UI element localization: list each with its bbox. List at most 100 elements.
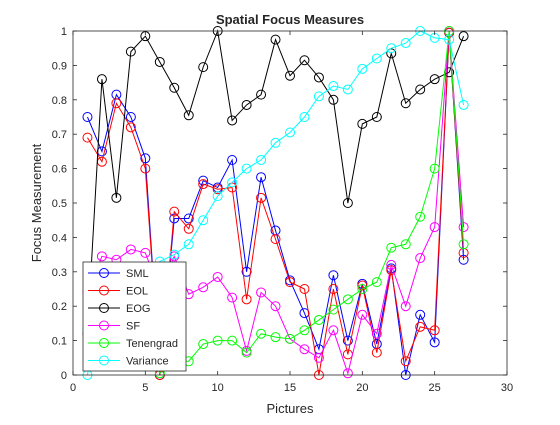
x-tick-label: 10 bbox=[212, 382, 224, 394]
legend-item-tenengrad: Tenengrad bbox=[88, 338, 178, 350]
data-point-variance bbox=[212, 191, 223, 202]
data-point-tenengrad bbox=[198, 339, 209, 350]
data-point-eol bbox=[285, 277, 295, 288]
data-point-eog bbox=[285, 70, 295, 81]
data-point-eog bbox=[183, 110, 194, 121]
data-point-sf bbox=[400, 301, 411, 312]
data-point-variance bbox=[313, 91, 324, 102]
data-point-variance bbox=[357, 63, 368, 74]
legend-item-eol: EOL bbox=[88, 285, 148, 298]
data-point-sml bbox=[82, 112, 93, 122]
data-point-tenengrad bbox=[212, 335, 223, 346]
data-point-variance bbox=[458, 99, 469, 110]
data-point-eog bbox=[415, 84, 426, 95]
data-point-sf bbox=[458, 222, 469, 233]
data-point-eol bbox=[241, 294, 252, 305]
data-point-eol bbox=[183, 223, 194, 234]
data-point-variance bbox=[227, 177, 238, 188]
data-point-sf bbox=[198, 282, 209, 293]
data-point-eol bbox=[357, 280, 368, 291]
data-point-tenengrad bbox=[299, 325, 310, 336]
data-point-tenengrad bbox=[415, 211, 426, 222]
data-point-eog bbox=[357, 118, 368, 129]
x-tick-label: 15 bbox=[284, 382, 296, 394]
legend-box bbox=[82, 261, 187, 372]
data-point-variance bbox=[444, 34, 455, 45]
data-point-eol bbox=[400, 356, 411, 367]
legend-swatch-marker bbox=[99, 355, 109, 366]
data-point-eog bbox=[313, 72, 324, 83]
data-point-eol bbox=[270, 234, 281, 245]
data-point-sf bbox=[270, 301, 281, 312]
data-point-eol bbox=[256, 192, 267, 203]
data-point-eol bbox=[212, 184, 223, 195]
legend-item-sf: SF bbox=[88, 320, 140, 333]
data-point-sf bbox=[313, 352, 324, 363]
data-point-eol bbox=[415, 321, 426, 332]
data-point-sf bbox=[371, 328, 382, 339]
y-tick-label: 0 bbox=[61, 370, 67, 382]
data-point-variance bbox=[169, 249, 180, 260]
data-point-sml bbox=[429, 337, 440, 348]
legend-swatch-marker bbox=[99, 338, 109, 348]
data-point-variance bbox=[270, 137, 281, 148]
data-point-sf bbox=[342, 368, 353, 379]
data-point-sf bbox=[386, 259, 397, 270]
data-point-eog bbox=[154, 56, 165, 67]
data-point-sf bbox=[140, 247, 151, 258]
x-tick-label: 0 bbox=[70, 382, 76, 394]
legend: SML EOL EOG SF Tenengrad Variance bbox=[82, 261, 187, 372]
y-tick-label: 0.6 bbox=[52, 164, 67, 176]
data-point-sml bbox=[227, 155, 238, 165]
legend-label: SML bbox=[126, 268, 149, 280]
legend-swatch-marker bbox=[99, 320, 109, 331]
data-point-tenengrad bbox=[256, 328, 267, 339]
x-tick-label: 5 bbox=[142, 382, 148, 394]
data-point-variance bbox=[342, 84, 353, 95]
data-point-variance bbox=[371, 53, 382, 64]
data-point-sf bbox=[227, 292, 238, 303]
data-point-eog bbox=[342, 198, 353, 208]
data-point-tenengrad bbox=[400, 239, 411, 250]
legend-item-eog: EOG bbox=[88, 303, 150, 315]
legend-label: Variance bbox=[126, 356, 169, 368]
data-point-sml bbox=[140, 153, 151, 164]
ticks-layer: 0 5 10 15 20 25 30 0 0.1 0.2 0.3 0.4 0.5 0.6 0.7 0.8 0.9… bbox=[52, 26, 513, 394]
y-tick-label: 0.3 bbox=[52, 267, 67, 279]
data-point-variance bbox=[299, 112, 310, 122]
legend-item-sml: SML bbox=[88, 268, 149, 280]
data-point-eol bbox=[169, 206, 180, 217]
data-point-eog bbox=[400, 98, 411, 109]
data-point-sf bbox=[357, 309, 368, 320]
data-point-tenengrad bbox=[458, 239, 469, 250]
series-line-eol bbox=[87, 32, 465, 376]
data-point-eol bbox=[328, 284, 339, 294]
data-point-eol bbox=[140, 163, 151, 174]
series-eog bbox=[82, 26, 469, 339]
data-point-sf bbox=[256, 287, 267, 298]
data-point-sml bbox=[183, 213, 194, 224]
legend-label: SF bbox=[126, 321, 140, 333]
data-point-sml bbox=[342, 335, 353, 346]
y-tick-label: 1 bbox=[61, 26, 67, 38]
data-point-tenengrad bbox=[342, 294, 353, 305]
data-point-variance bbox=[198, 215, 209, 226]
y-tick-label: 0.1 bbox=[52, 336, 67, 348]
chart-title: Spatial Focus Measures bbox=[216, 12, 364, 27]
data-point-eog bbox=[111, 192, 122, 203]
data-point-sml bbox=[415, 309, 426, 320]
data-point-eog bbox=[256, 89, 267, 100]
data-point-eog bbox=[169, 82, 180, 93]
data-point-sml bbox=[256, 172, 267, 183]
y-tick-label: 0.5 bbox=[52, 198, 67, 210]
data-point-eol bbox=[371, 347, 382, 358]
data-point-eog bbox=[198, 62, 209, 73]
data-point-eog bbox=[386, 48, 397, 59]
y-tick-label: 0.4 bbox=[52, 232, 67, 244]
data-point-tenengrad bbox=[371, 277, 382, 288]
data-point-variance bbox=[400, 38, 411, 49]
data-point-eol bbox=[111, 98, 122, 109]
data-point-sf bbox=[125, 244, 136, 255]
data-point-eol bbox=[82, 132, 93, 143]
x-tick-label: 25 bbox=[429, 382, 441, 394]
